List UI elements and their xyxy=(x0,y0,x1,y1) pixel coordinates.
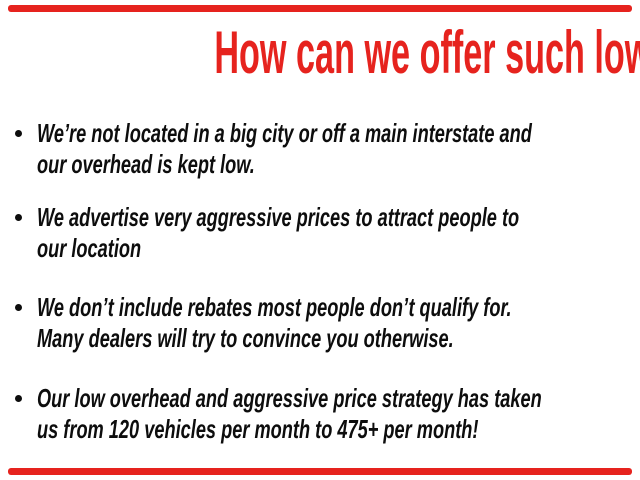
bullet-dot-icon xyxy=(15,395,22,402)
bullet-line: Our low overhead and aggressive price st… xyxy=(37,383,542,413)
bullet-line: our overhead is kept low. xyxy=(37,149,255,179)
bullet-line: We advertise very aggressive prices to a… xyxy=(37,202,520,232)
page-title-text: How can we offer such low prices? xyxy=(214,19,640,86)
bullet-dot-icon xyxy=(15,304,22,311)
bullet-line: We’re not located in a big city or off a… xyxy=(37,118,532,148)
bullet-line: us from 120 vehicles per month to 475+ p… xyxy=(37,414,479,444)
bullet-item-1: We’re not located in a big city or off a… xyxy=(0,118,640,180)
bullet-line: our location xyxy=(37,233,142,263)
bullet-dot-icon xyxy=(15,214,22,221)
bullet-text: We don’t include rebates most people don… xyxy=(37,292,512,354)
top-accent-bar xyxy=(8,5,632,12)
bullet-dot-icon xyxy=(15,130,22,137)
bullet-line: We don’t include rebates most people don… xyxy=(37,292,512,322)
bullet-item-3: We don’t include rebates most people don… xyxy=(0,292,640,354)
bullet-item-4: Our low overhead and aggressive price st… xyxy=(0,383,640,445)
bullet-line: Many dealers will try to convince you ot… xyxy=(37,323,454,353)
bullet-text: We advertise very aggressive prices to a… xyxy=(37,202,520,264)
page-title: How can we offer such low prices? xyxy=(0,22,640,84)
bullet-text: We’re not located in a big city or off a… xyxy=(37,118,532,180)
bullet-item-2: We advertise very aggressive prices to a… xyxy=(0,202,640,264)
bullet-text: Our low overhead and aggressive price st… xyxy=(37,383,542,445)
bottom-accent-bar xyxy=(8,468,632,475)
